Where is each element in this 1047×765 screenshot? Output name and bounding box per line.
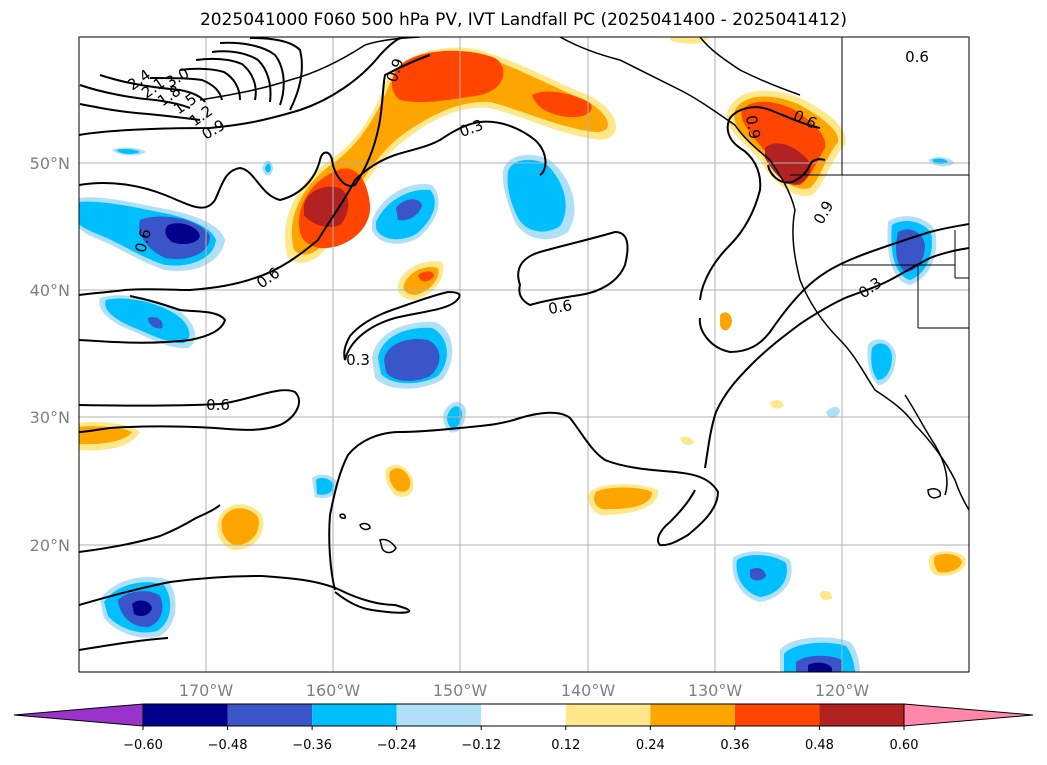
shaded-field bbox=[79, 37, 969, 672]
contour-label: 0.6 bbox=[131, 227, 155, 255]
colorbar-swatch bbox=[396, 704, 482, 726]
lon-label-170w: 170°W bbox=[179, 681, 234, 700]
contour-labels: 0.6 0.6 0.9 0.9 0.3 0.6 0.6 0.6 0.3 0.3 … bbox=[124, 48, 929, 414]
contour-label: 0.6 bbox=[547, 296, 574, 318]
lon-labels: 170°W 160°W 150°W 140°W 130°W 120°W bbox=[179, 681, 870, 700]
lat-label-40: 40°N bbox=[30, 281, 70, 300]
colorbar-tick-label: 0.24 bbox=[636, 738, 665, 753]
lon-label-140w: 140°W bbox=[561, 681, 616, 700]
colorbar-tick-label: 0.48 bbox=[805, 738, 834, 753]
lat-label-50: 50°N bbox=[30, 154, 70, 173]
contour-label: 0.9 bbox=[742, 114, 764, 141]
colorbar-swatch bbox=[819, 704, 904, 726]
coastlines bbox=[199, 37, 969, 554]
colorbar-extend-max bbox=[903, 703, 1034, 727]
neg-se-min bbox=[808, 662, 832, 672]
colorbar-frame bbox=[142, 703, 905, 727]
colorbar-swatch bbox=[734, 704, 820, 726]
colorbar-tick-label: −0.12 bbox=[461, 738, 501, 753]
pos-band bbox=[291, 53, 608, 255]
lat-label-30: 30°N bbox=[30, 408, 70, 427]
colorbar-extend-min bbox=[13, 703, 144, 727]
neg-south-min bbox=[132, 600, 152, 616]
pos-core-max bbox=[304, 186, 349, 227]
contour-label: 0.3 bbox=[346, 351, 370, 369]
borders bbox=[790, 37, 969, 329]
colorbar-swatch bbox=[312, 704, 397, 726]
colorbar-tick-label: −0.24 bbox=[377, 738, 417, 753]
colorbar-swatch bbox=[481, 704, 566, 726]
neg-west-min bbox=[165, 223, 200, 244]
colorbar-swatch bbox=[227, 704, 313, 726]
chart-title: 2025041000 F060 500 hPa PV, IVT Landfall… bbox=[199, 10, 847, 30]
lat-label-20: 20°N bbox=[30, 536, 70, 555]
colorbar-tick-label: 0.60 bbox=[890, 738, 919, 753]
pv-contours bbox=[79, 37, 969, 651]
lon-label-130w: 130°W bbox=[688, 681, 743, 700]
colorbar-tick-label: 0.36 bbox=[720, 738, 749, 753]
map-frame bbox=[78, 36, 970, 673]
colorbar-tick-label: 0.12 bbox=[551, 738, 580, 753]
colorbar-swatch bbox=[565, 704, 651, 726]
colorbar-swatch bbox=[650, 704, 735, 726]
neg-mid-min bbox=[384, 338, 440, 381]
lon-label-150w: 150°W bbox=[433, 681, 488, 700]
contour-label: 0.6 bbox=[905, 48, 929, 66]
colorbar-tick-label: −0.48 bbox=[208, 738, 248, 753]
colorbar-swatch bbox=[143, 704, 228, 726]
colorbar-tick-label: −0.60 bbox=[123, 738, 163, 753]
lon-label-120w: 120°W bbox=[815, 681, 870, 700]
contour-label: 0.6 bbox=[206, 396, 230, 414]
colorbar: −0.60 −0.48 −0.36 −0.24 −0.12 0.12 0.24 0.36 0.4… bbox=[13, 703, 1034, 753]
lat-labels: 50°N 40°N 30°N 20°N bbox=[30, 154, 70, 555]
colorbar-tick-label: −0.36 bbox=[292, 738, 332, 753]
lon-label-160w: 160°W bbox=[306, 681, 361, 700]
